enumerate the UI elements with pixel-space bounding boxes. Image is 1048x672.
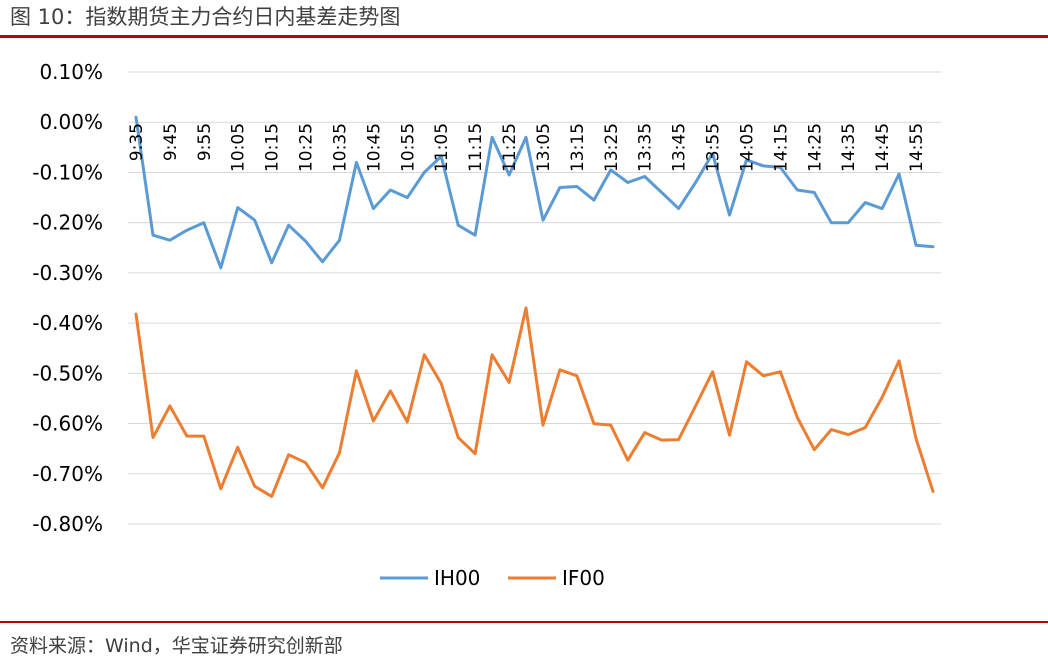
y-tick-label: 0.00% [39,110,103,134]
y-tick-label: -0.10% [32,160,103,184]
x-tick-label: 13:05 [534,123,554,172]
x-tick-label: 14:45 [873,123,893,172]
x-tick-label: 11:05 [432,123,452,172]
x-tick-label: 10:25 [297,123,317,172]
x-tick-label: 9:55 [195,123,215,161]
x-tick-label: 14:35 [839,123,859,172]
y-tick-label: -0.60% [32,412,103,436]
x-tick-label: 13:55 [704,123,724,172]
y-tick-label: -0.50% [32,361,103,385]
y-tick-label: 0.10% [39,60,103,84]
y-tick-label: -0.70% [32,462,103,486]
legend-label-ih00: IH00 [434,566,480,590]
basis-line-chart: 0.10% 0.00% -0.10% -0.20% -0.30% -0.40% -0.50%… [32,60,941,590]
y-tick-label: -0.30% [32,261,103,285]
x-tick-label: 10:35 [331,123,351,172]
x-axis-ticks: 9:35 9:45 9:55 10:05 10:15 10:25 10:35 10:45 10:… [127,123,927,172]
x-tick-label: 13:25 [602,123,622,172]
x-tick-label: 13:15 [568,123,588,172]
legend-label-if00: IF00 [562,566,605,590]
series-lines [134,115,935,498]
y-tick-label: -0.80% [32,512,103,536]
x-tick-label: 14:15 [771,123,791,172]
series-line-ih00 [134,115,935,270]
bottom-divider [0,621,1048,623]
x-tick-label: 14:55 [907,123,927,172]
x-tick-label: 10:55 [398,123,418,172]
series-line-if00 [134,306,935,498]
x-tick-label: 9:35 [127,123,147,161]
x-tick-label: 14:05 [738,123,758,172]
top-divider [0,35,1048,38]
x-tick-label: 11:15 [466,123,486,172]
x-tick-label: 14:25 [805,123,825,172]
x-tick-label: 13:35 [636,123,656,172]
legend: IH00 IF00 [380,566,605,590]
source-note: 资料来源：Wind，华宝证券研究创新部 [10,635,343,657]
x-tick-label: 10:15 [263,123,283,172]
x-tick-label: 11:25 [500,123,520,172]
y-axis-ticks: 0.10% 0.00% -0.10% -0.20% -0.30% -0.40% -0.50%… [32,60,103,536]
y-tick-label: -0.20% [32,211,103,235]
x-tick-label: 13:45 [670,123,690,172]
figure-title: 图 10：指数期货主力合约日内基差走势图 [10,5,401,29]
x-tick-label: 10:05 [229,123,249,172]
x-tick-label: 9:45 [161,123,181,161]
y-tick-label: -0.40% [32,311,103,335]
x-tick-label: 10:45 [364,123,384,172]
